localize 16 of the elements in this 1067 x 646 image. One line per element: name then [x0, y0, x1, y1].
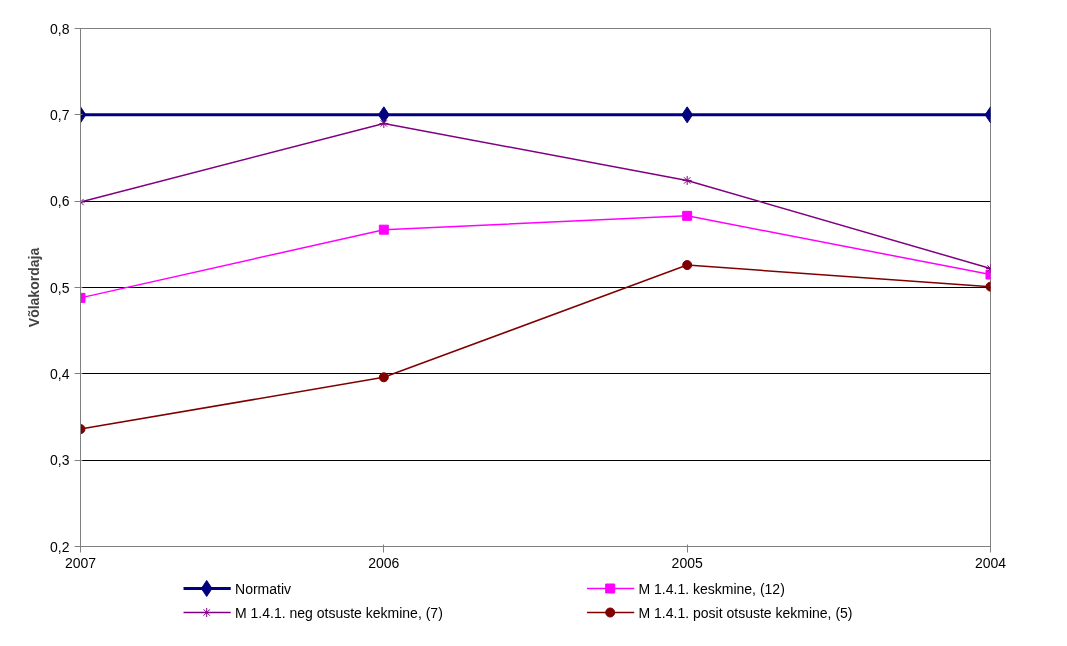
x-tick-label: 2006 [368, 554, 400, 571]
y-tick-label: 0,2 [50, 538, 70, 555]
legend-label: M 1.4.1. posit otsuste kekmine, (5) [638, 604, 853, 621]
y-tick-label: 0,4 [50, 365, 70, 382]
legend-label: M 1.4.1. neg otsuste kekmine, (7) [235, 604, 443, 621]
y-tick-label: 0,5 [50, 279, 70, 296]
y-tick-label: 0,3 [50, 452, 70, 469]
x-tick-label: 2007 [64, 554, 97, 571]
y-tick-label: 0,8 [50, 20, 70, 37]
x-tick-label: 2005 [671, 554, 703, 571]
legend-label: Normativ [235, 580, 292, 597]
legend-label: M 1.4.1. keskmine, (12) [638, 580, 785, 597]
y-tick-label: 0,6 [50, 193, 70, 210]
y-tick-label: 0,7 [50, 106, 70, 123]
y-axis-title: Võlakordaja [26, 247, 43, 328]
x-tick-label: 2004 [974, 554, 1007, 571]
